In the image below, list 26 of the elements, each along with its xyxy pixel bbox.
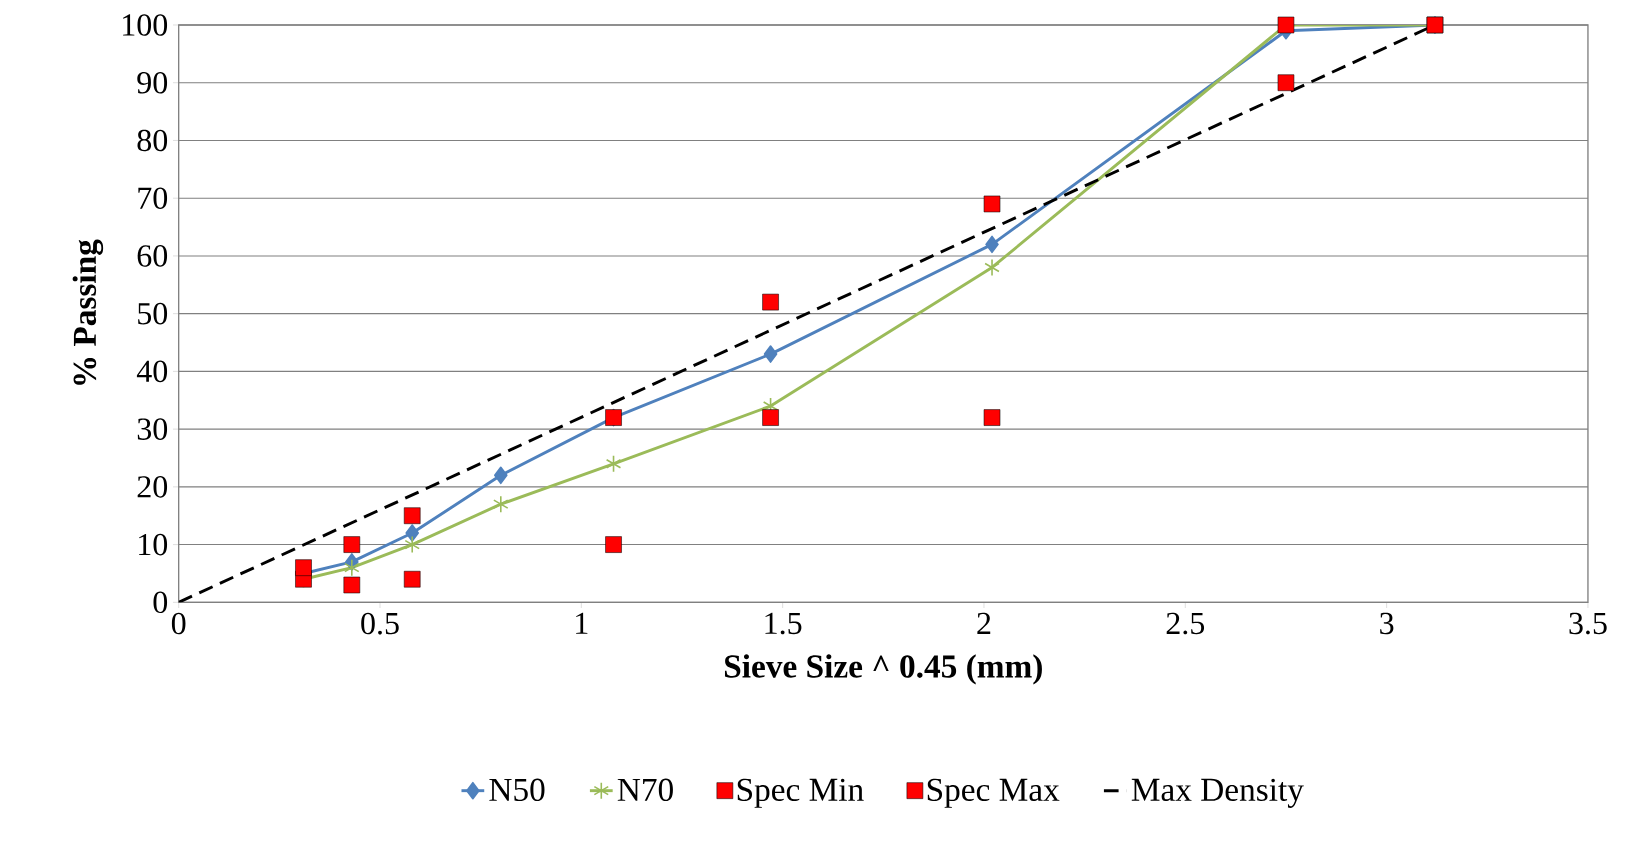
legend-label: N50 — [489, 778, 545, 802]
x-tick-label: 0.5 — [361, 612, 399, 635]
x-tick-label: 0 — [171, 612, 186, 635]
x-tick-label: 1.5 — [765, 612, 802, 635]
y-axis-title: % Passing — [72, 239, 104, 385]
y-tick-label: 10 — [139, 533, 168, 556]
x-tick-label: 3 — [1380, 612, 1394, 635]
x-tick-label: 1 — [576, 612, 588, 634]
x-tick-label: 3.5 — [1569, 612, 1607, 635]
y-tick-label: 80 — [137, 129, 168, 152]
legend-label: Max Density — [1131, 778, 1304, 808]
x-tick-label: 2 — [977, 612, 991, 634]
legend-label: N70 — [617, 778, 673, 802]
y-tick-label: 20 — [137, 476, 168, 498]
y-tick-label: 40 — [136, 360, 168, 383]
y-tick-label: 100 — [123, 14, 168, 36]
y-tick-label: 50 — [138, 302, 168, 325]
y-tick-label: 60 — [137, 245, 168, 267]
y-tick-label: 0 — [153, 591, 168, 614]
legend-label: Spec Min — [737, 778, 864, 808]
y-tick-label: 70 — [138, 187, 168, 209]
y-tick-label: 30 — [137, 418, 168, 440]
x-tick-label: 2.5 — [1166, 612, 1205, 635]
legend-label: Spec Max — [927, 778, 1060, 808]
y-tick-label: 90 — [137, 71, 168, 94]
x-axis-title: Sieve Size ^ 0.45 (mm) — [724, 654, 1042, 685]
